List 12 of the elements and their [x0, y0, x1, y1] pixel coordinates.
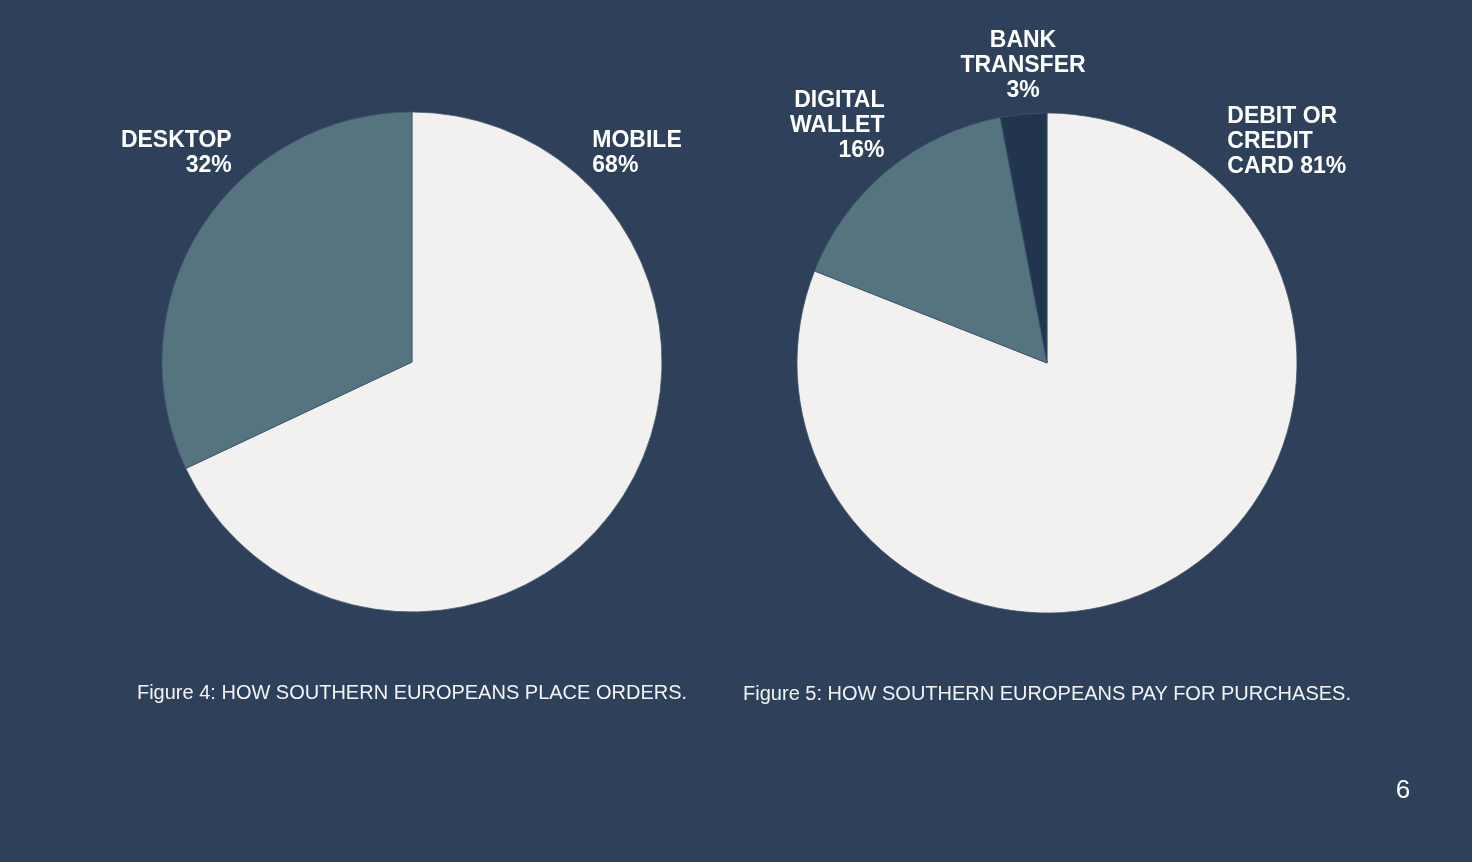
data-label: 68% — [592, 150, 639, 177]
slice-label: MOBILE — [592, 125, 682, 152]
text: 6 — [1395, 774, 1411, 804]
data-label: 32% — [185, 150, 232, 177]
slice-label: DEBIT OR CREDIT CARD 81% — [1227, 101, 1347, 178]
slice-label: BANK TRANSFER — [960, 26, 1086, 78]
slice-label: DIGITAL WALLET — [789, 85, 885, 137]
slice-label: DESKTOP — [120, 125, 232, 152]
data-label: 3% — [1006, 76, 1040, 103]
text: Figure 4: HOW SOUTHERN EUROPEANS PLACE ORDERS. — [136, 681, 688, 703]
text: Figure 5: HOW SOUTHERN EUROPEANS PAY FOR PURCHASES. — [743, 682, 1351, 704]
data-label: 16% — [838, 135, 885, 162]
